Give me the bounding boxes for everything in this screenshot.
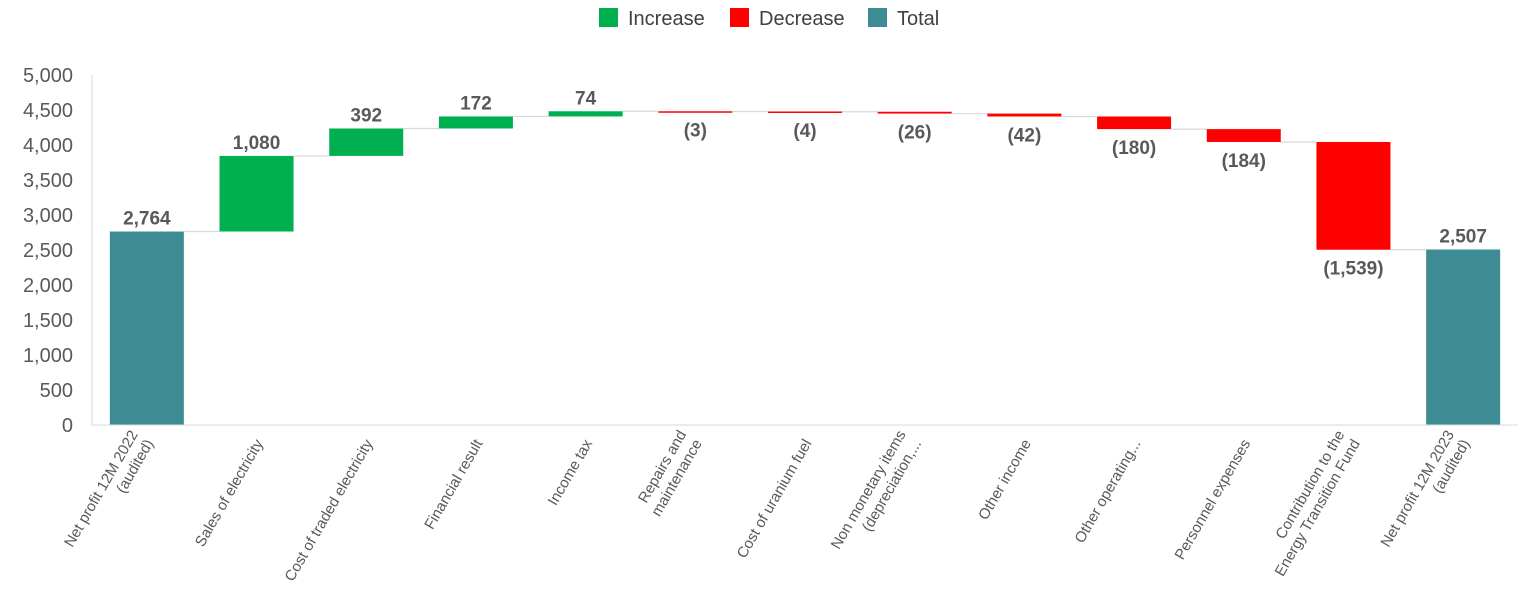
data-label: (184) xyxy=(1222,151,1266,172)
data-label: (42) xyxy=(1007,126,1041,147)
bars xyxy=(110,111,1500,425)
y-tick-label: 2,500 xyxy=(23,240,73,262)
x-category-label: Other income xyxy=(975,437,1035,523)
x-axis: Net profit 12M 2022(audited) Sales of ele… xyxy=(61,425,1518,584)
data-label: (4) xyxy=(793,121,816,142)
bar-increase xyxy=(220,156,294,232)
x-category-label-line: Other income xyxy=(975,437,1035,523)
x-category-label: Income tax xyxy=(545,436,597,508)
y-tick-label: 2,000 xyxy=(23,275,73,297)
x-category-label: Financial result xyxy=(421,436,487,533)
x-category-label-line: Other operating... xyxy=(1071,437,1144,547)
y-tick-label: 1,500 xyxy=(23,310,73,332)
x-category-label: Personnel expenses xyxy=(1172,437,1255,563)
x-category-label: Other operating... xyxy=(1071,437,1144,547)
x-category-label: Non monetary items(depreciation,... xyxy=(828,428,925,562)
x-category-label-line: Sales of electricity xyxy=(192,436,267,550)
data-label: 1,080 xyxy=(233,133,281,154)
y-tick-label: 0 xyxy=(62,415,73,437)
x-category-label-line: Cost of uranium fuel xyxy=(734,437,816,562)
data-label: (180) xyxy=(1112,138,1156,159)
data-label: (3) xyxy=(684,120,707,141)
data-label: 74 xyxy=(575,88,597,109)
bar-decrease xyxy=(658,111,732,113)
y-tick-label: 4,000 xyxy=(23,135,73,157)
data-label: 172 xyxy=(460,93,492,114)
bar-decrease xyxy=(1207,129,1281,142)
y-tick-label: 3,500 xyxy=(23,170,73,192)
bar-decrease xyxy=(768,111,842,113)
y-tick-label: 500 xyxy=(40,380,73,402)
legend-swatch-decrease xyxy=(730,8,749,27)
x-category-label: Cost of traded electricity xyxy=(282,436,377,584)
x-category-label-line: Financial result xyxy=(421,436,487,533)
x-category-label: Net profit 12M 2023(audited) xyxy=(1377,427,1473,559)
y-tick-label: 1,000 xyxy=(23,345,73,367)
bar-total xyxy=(1426,250,1500,425)
data-label: (26) xyxy=(898,123,932,144)
y-tick-label: 4,500 xyxy=(23,100,73,122)
y-axis: 0 500 1,000 1,500 2,000 2,500 3,000 3,500 4,000 4… xyxy=(23,65,92,437)
bar-decrease xyxy=(987,114,1061,117)
bar-increase xyxy=(439,116,513,128)
bar-increase xyxy=(549,111,623,116)
data-label: (1,539) xyxy=(1323,259,1383,280)
x-category-label: Sales of electricity xyxy=(192,436,267,550)
x-category-label-line: Personnel expenses xyxy=(1172,437,1255,563)
legend-swatch-total xyxy=(868,8,887,27)
bar-decrease xyxy=(878,112,952,114)
y-tick-label: 3,000 xyxy=(23,205,73,227)
legend: Increase Decrease Total xyxy=(599,8,939,30)
data-label: 392 xyxy=(350,105,382,126)
data-label: 2,507 xyxy=(1439,227,1487,248)
x-category-label: Net profit 12M 2022(audited) xyxy=(61,427,157,559)
bar-increase xyxy=(329,128,403,155)
legend-label-total: Total xyxy=(897,8,939,30)
data-label: 2,764 xyxy=(123,209,171,230)
bar-total xyxy=(110,232,184,425)
legend-swatch-increase xyxy=(599,8,618,27)
bar-decrease xyxy=(1316,142,1390,250)
legend-label-increase: Increase xyxy=(628,8,705,30)
x-category-label: Cost of uranium fuel xyxy=(734,437,816,562)
x-category-label-line: Cost of traded electricity xyxy=(282,436,377,584)
x-category-label-line: Income tax xyxy=(545,436,597,508)
y-tick-label: 5,000 xyxy=(23,65,73,87)
data-labels: 2,764 1,080 392 172 74 (3) (4) (26) (42) (180) (18… xyxy=(123,88,1487,279)
legend-label-decrease: Decrease xyxy=(759,8,845,30)
bar-decrease xyxy=(1097,117,1171,130)
